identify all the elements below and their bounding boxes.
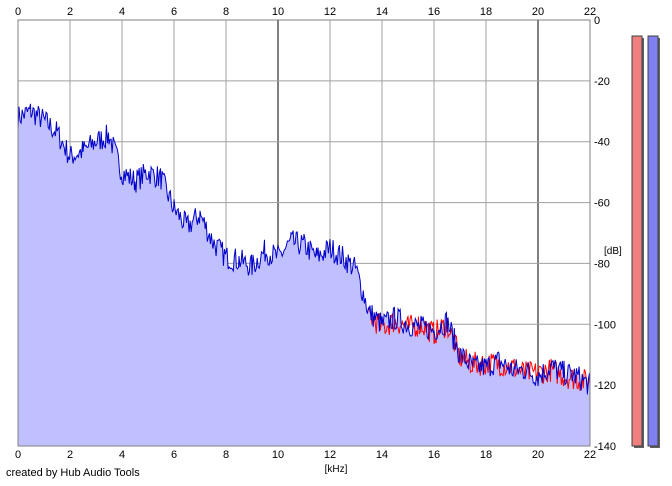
series-line-blue xyxy=(17,103,591,395)
meter-left xyxy=(631,35,643,447)
y-tick-7: -140 xyxy=(594,441,616,453)
x-tick-bottom-8: 16 xyxy=(428,449,440,461)
x-tick-top-10: 20 xyxy=(532,6,544,18)
x-tick-top-3: 6 xyxy=(171,6,177,18)
x-tick-top-11: 22 xyxy=(584,6,596,18)
x-tick-top-1: 2 xyxy=(67,6,73,18)
x-tick-bottom-3: 6 xyxy=(171,449,177,461)
y-tick-2: -40 xyxy=(594,137,610,149)
y-tick-5: -100 xyxy=(594,319,616,331)
x-tick-bottom-5: 10 xyxy=(272,449,284,461)
x-tick-bottom-0: 0 xyxy=(15,449,21,461)
y-tick-6: -120 xyxy=(594,380,616,392)
x-tick-bottom-11: 22 xyxy=(584,449,596,461)
x-tick-top-2: 4 xyxy=(119,6,125,18)
plot-frame xyxy=(17,19,591,447)
x-tick-bottom-2: 4 xyxy=(119,449,125,461)
y-tick-labels: 0 -20 -40 -60 -80 -100 -120 -140 xyxy=(594,15,616,453)
x-tick-bottom-10: 20 xyxy=(532,449,544,461)
x-tick-labels-bottom: 0 2 4 6 8 10 12 14 16 18 20 22 xyxy=(15,449,596,461)
x-tick-top-8: 16 xyxy=(428,6,440,18)
x-tick-top-0: 0 xyxy=(15,6,21,18)
x-tick-bottom-9: 18 xyxy=(480,449,492,461)
y-tick-4: -80 xyxy=(594,258,610,270)
x-tick-bottom-1: 2 xyxy=(67,449,73,461)
level-meters xyxy=(631,35,660,448)
x-tick-bottom-6: 12 xyxy=(324,449,336,461)
meter-right xyxy=(647,35,659,447)
x-axis-label: [kHz] xyxy=(325,464,348,475)
spectrum-area xyxy=(18,103,590,447)
x-tick-top-4: 8 xyxy=(223,6,229,18)
y-tick-3: -60 xyxy=(594,198,610,210)
x-tick-bottom-4: 8 xyxy=(223,449,229,461)
x-tick-bottom-7: 14 xyxy=(376,449,388,461)
x-tick-labels-top: 0 2 4 6 8 10 12 14 16 18 20 22 xyxy=(15,6,596,18)
credit-text: created by Hub Audio Tools xyxy=(6,467,140,479)
x-tick-top-7: 14 xyxy=(376,6,388,18)
y-tick-1: -20 xyxy=(594,76,610,88)
y-axis-label: [dB] xyxy=(604,246,622,257)
spectrum-lines xyxy=(17,103,591,395)
y-tick-0: 0 xyxy=(594,15,600,27)
x-tick-top-6: 12 xyxy=(324,6,336,18)
x-tick-top-5: 10 xyxy=(272,6,284,18)
x-tick-top-9: 18 xyxy=(480,6,492,18)
spectrum-fill xyxy=(18,103,590,447)
